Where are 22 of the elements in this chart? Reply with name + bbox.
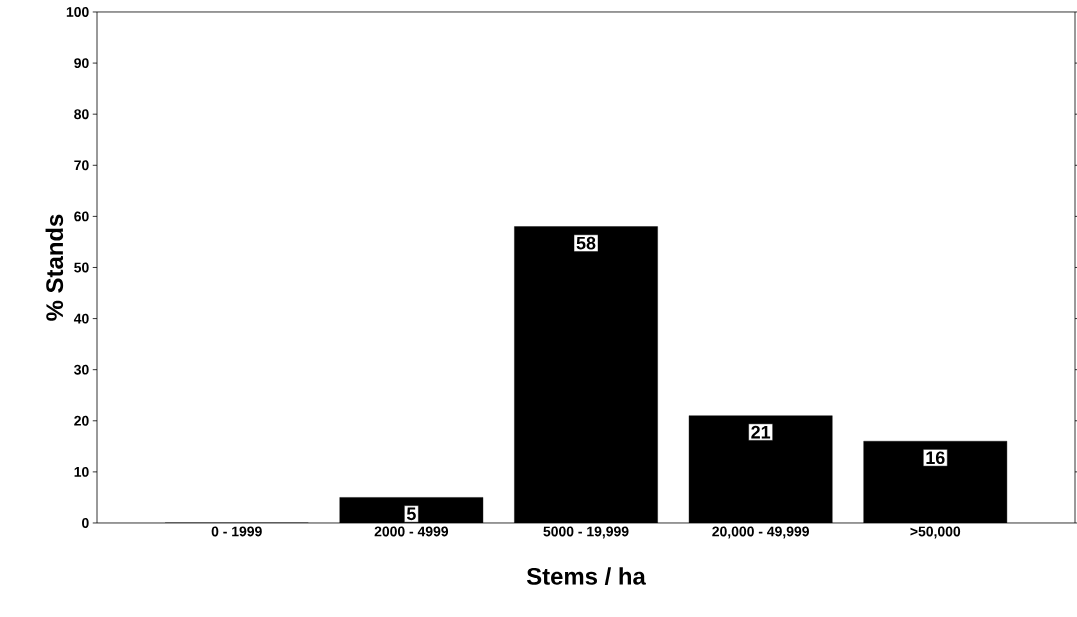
- data-label: 16: [926, 451, 945, 465]
- data-label: 58: [576, 236, 596, 250]
- data-label: 5: [406, 507, 416, 521]
- y-tick-label: 30: [74, 364, 89, 375]
- y-tick-label: 60: [74, 211, 89, 222]
- x-tick-label: 0 - 1999: [211, 526, 262, 537]
- y-tick-label: 90: [74, 58, 89, 69]
- y-tick-label: 20: [74, 415, 89, 426]
- x-tick-label: 5000 - 19,999: [543, 526, 629, 539]
- y-tick-label: 40: [73, 313, 89, 324]
- y-tick-label: 0: [82, 518, 89, 528]
- y-tick-label: 50: [74, 262, 89, 273]
- y-tick-label: 10: [74, 466, 89, 477]
- y-axis-title: % Stands: [45, 214, 64, 321]
- x-tick-label: 20,000 - 49,999: [712, 526, 809, 539]
- x-tick-label: 2000 - 4999: [374, 526, 449, 537]
- data-label: 21: [751, 425, 771, 439]
- y-tick-label: 80: [74, 109, 89, 120]
- x-axis-title: Stems / ha: [526, 567, 646, 586]
- y-tick-label: 70: [74, 160, 89, 171]
- x-tick-label: >50,000: [910, 526, 961, 539]
- y-tick-label: 100: [66, 7, 89, 17]
